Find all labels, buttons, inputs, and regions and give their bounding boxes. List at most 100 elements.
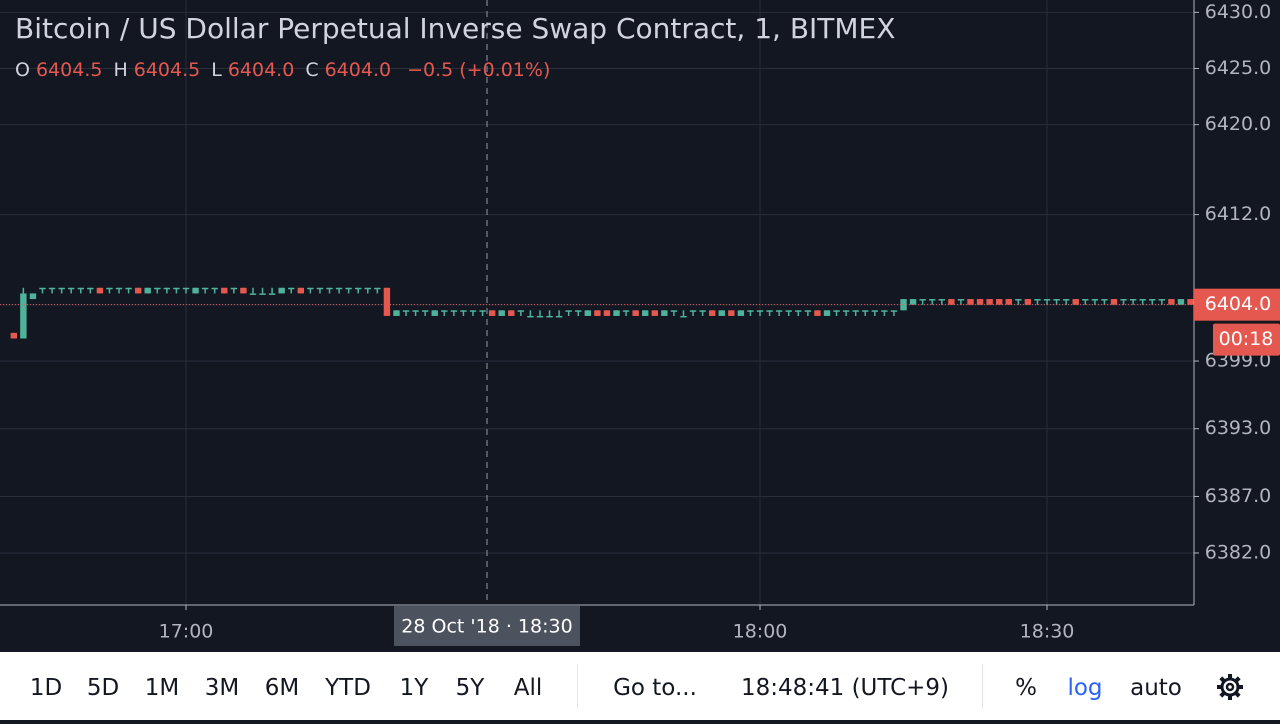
candle-body: [1082, 299, 1089, 301]
candle-body: [402, 310, 410, 312]
candle-body: [316, 287, 324, 290]
candle-body: [1158, 299, 1166, 301]
crosshair-label: 28 Oct '18 · 18:30: [401, 616, 572, 638]
candle-body: [144, 287, 151, 294]
candle-body: [814, 310, 821, 316]
range-button[interactable]: 1M: [144, 675, 180, 701]
candle-body: [163, 287, 171, 290]
candle-body: [288, 287, 295, 290]
candle-body: [469, 310, 477, 312]
candle-body: [201, 287, 209, 290]
last-price-tag: [1194, 288, 1280, 321]
candle-body: [364, 287, 371, 290]
range-button[interactable]: YTD: [325, 675, 371, 701]
candle-body: [87, 287, 94, 290]
candle-body: [134, 287, 142, 294]
candle-body: [919, 299, 926, 301]
candle-body: [603, 310, 611, 316]
candle-body: [29, 293, 37, 300]
candle-body: [240, 287, 247, 294]
candle-body: [326, 287, 333, 290]
axes: 6382.06387.06393.06399.06404.06412.06420…: [159, 1, 1280, 643]
legend-key: O: [15, 59, 30, 81]
candle-body: [412, 310, 419, 312]
goto-button[interactable]: Go to...: [613, 675, 697, 701]
candle-body: [182, 287, 190, 290]
clock[interactable]: 18:48:41 (UTC+9): [740, 675, 950, 701]
candle-body: [39, 287, 46, 290]
candle-body: [278, 287, 285, 294]
option-button[interactable]: auto: [1130, 675, 1182, 701]
candle-body: [584, 310, 592, 316]
countdown-tag: [1213, 323, 1280, 356]
candle-body: [20, 293, 27, 339]
x-tick-label: 18:30: [1020, 621, 1075, 643]
candle-body: [192, 287, 199, 294]
option-button[interactable]: %: [1015, 675, 1037, 701]
candle-body: [374, 287, 381, 290]
candle-body: [689, 310, 697, 312]
candle-body: [708, 310, 716, 316]
candle-body: [58, 287, 65, 290]
legend-value: 6404.5: [134, 59, 200, 81]
range-button[interactable]: 5D: [86, 675, 120, 701]
candle-body: [431, 310, 438, 316]
candle-body: [259, 293, 266, 295]
candle-body: [1015, 299, 1022, 301]
candle-body: [96, 287, 104, 294]
range-button[interactable]: All: [513, 675, 543, 701]
candle-body: [613, 310, 620, 316]
candle-body: [106, 287, 113, 290]
option-button[interactable]: log: [1067, 675, 1103, 701]
crosshair-label-box: [394, 606, 580, 646]
ohlc-legend: O 6404.5 H 6404.5 L 6404.0 C 6404.0 −0.5 (+0.01%…: [15, 59, 550, 81]
y-tick-label: 6430.0: [1205, 1, 1271, 23]
candle-body: [1005, 299, 1012, 305]
candle-body: [622, 310, 630, 312]
candle-body: [546, 315, 553, 318]
candle-body: [1149, 299, 1156, 301]
candle-body: [221, 287, 228, 294]
range-button[interactable]: 6M: [264, 675, 300, 701]
candle-body: [1053, 299, 1060, 301]
candle-body: [297, 287, 305, 294]
candle-body: [115, 287, 123, 290]
candle-body: [823, 310, 831, 316]
candle-body: [249, 293, 257, 295]
candle-body: [488, 310, 496, 316]
candle-body: [1034, 299, 1041, 301]
candle-body: [948, 299, 955, 305]
candle-body: [555, 315, 563, 318]
candle-body: [383, 287, 391, 316]
candle-body: [909, 299, 917, 305]
candle-body: [527, 315, 534, 318]
candle-body: [307, 287, 314, 290]
countdown-label: 00:18: [1219, 328, 1274, 350]
candle-body: [632, 310, 639, 316]
range-button[interactable]: 1D: [29, 675, 63, 701]
candle-body: [154, 287, 161, 290]
range-button[interactable]: 5Y: [455, 675, 485, 701]
candle-body: [345, 287, 352, 290]
candles: [0, 287, 1194, 339]
candle-body: [268, 293, 276, 295]
range-button[interactable]: 3M: [204, 675, 240, 701]
legend-value: 6404.5: [36, 59, 102, 81]
range-button[interactable]: 1Y: [399, 675, 429, 701]
settings-icon[interactable]: [1215, 672, 1245, 702]
candle-body: [173, 287, 180, 290]
candle-body: [929, 299, 936, 301]
candle-body: [1110, 299, 1118, 305]
legend-change: −0.5 (+0.01%): [407, 59, 550, 81]
candle-body: [594, 310, 601, 316]
last-price-label: 6404.0: [1205, 293, 1271, 315]
candle-body: [1139, 299, 1146, 301]
candle-body: [804, 310, 812, 312]
candle-body: [642, 310, 649, 316]
candle-body: [699, 310, 706, 312]
candle-body: [756, 310, 764, 312]
candle-body: [842, 310, 850, 312]
separator: [982, 664, 983, 708]
candle-body: [1062, 299, 1070, 301]
